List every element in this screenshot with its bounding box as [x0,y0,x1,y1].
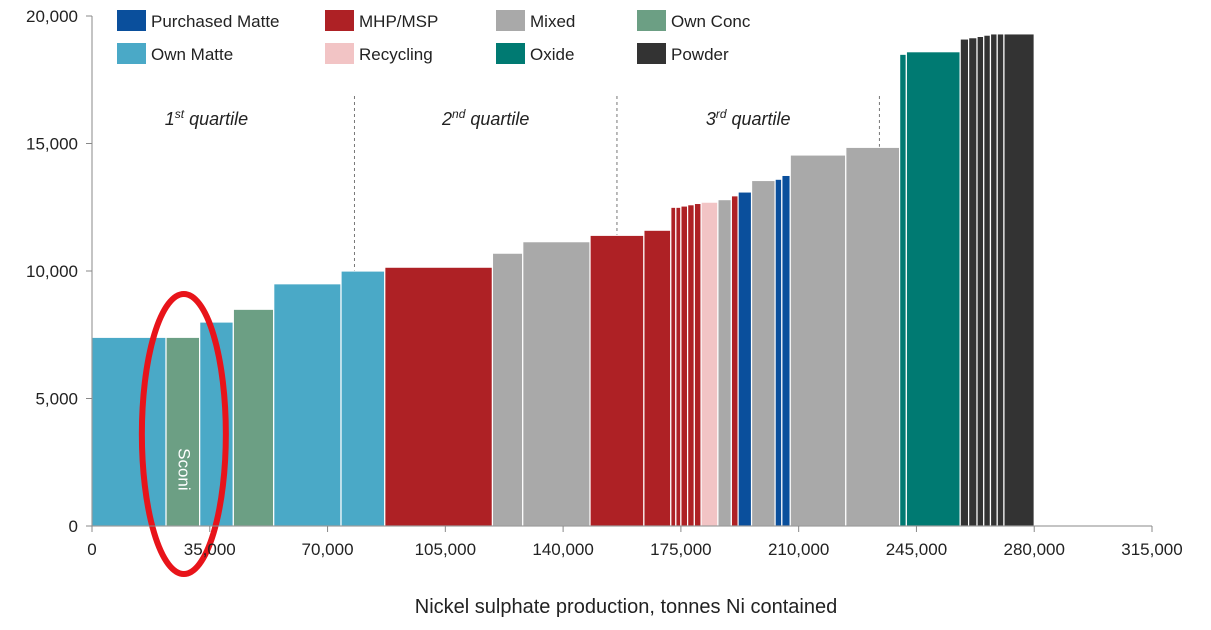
y-tick-label: 0 [69,517,78,536]
bar-powder [996,33,1005,527]
bar-purchased-matte [737,191,753,527]
bar-powder [968,37,978,527]
bar-mixed [845,146,901,527]
legend-label: Oxide [530,45,574,64]
highlight-ellipse-shape [138,291,229,577]
bar-mhp-msp [730,195,739,527]
quartile-dividers: 1st quartile 2nd quartile 3rd quartile [165,96,880,526]
bar-mhp-msp [589,234,645,527]
legend-label: Purchased Matte [151,12,280,31]
bar-mixed [750,179,776,527]
legend-label: Own Matte [151,45,233,64]
bar-mhp-msp [693,202,702,527]
bar-mhp-msp [643,229,672,527]
legend-swatch-mixed [496,10,525,31]
bar-powder [976,35,985,527]
y-tick-label: 5,000 [35,390,78,409]
x-tick-label: 175,000 [650,540,711,559]
quartile-label: 3rd quartile [706,107,791,129]
bar-own-matte [340,270,386,527]
bar-own-matte [273,283,342,527]
x-tick-label: 35,000 [184,540,236,559]
bar-powder [989,33,998,527]
x-tick-label: 210,000 [768,540,829,559]
legend-swatch-own-conc [637,10,666,31]
bar-mhp-msp [670,206,677,527]
bars: Sconi [91,33,1035,527]
legend-swatch-powder [637,43,666,64]
x-tick-label: 70,000 [302,540,354,559]
bar-mhp-msp [675,206,682,527]
legend-swatch-own-matte [117,43,146,64]
legend-swatch-oxide [496,43,525,64]
legend-label: Recycling [359,45,433,64]
quartile-label: 2nd quartile [441,107,529,129]
x-tick-label: 245,000 [886,540,947,559]
legend-swatch-recycling [325,43,354,64]
bar-mhp-msp [687,204,695,527]
x-tick-label: 280,000 [1003,540,1064,559]
bar-own-matte [91,336,167,527]
legend-swatch-purchased-matte [117,10,146,31]
y-tick-label: 10,000 [26,262,78,281]
x-tick-label: 0 [87,540,96,559]
bar-own-conc [165,336,201,527]
bar-mhp-msp [384,266,494,527]
bar-mixed [522,241,591,527]
bar-own-conc [232,308,275,527]
bar-purchased-matte [781,174,791,527]
bar-mixed [491,252,524,527]
bar-oxide [899,53,907,527]
bar-oxide [905,51,961,527]
bar-powder [959,38,970,527]
axes: 0 5,000 10,000 15,000 20,000 0 35,000 70,000 105… [26,7,1183,559]
highlight-ellipse [138,291,229,577]
legend-swatch-mhp-msp [325,10,354,31]
quartile-label: 1st quartile [165,107,248,129]
x-tick-label: 140,000 [532,540,593,559]
x-axis-label: Nickel sulphate production, tonnes Ni co… [415,596,837,618]
legend-label: Own Conc [671,12,751,31]
legend: Purchased Matte MHP/MSP Mixed Own Conc Own M… [117,10,751,64]
bar-recycling [700,201,719,527]
y-tick-label: 20,000 [26,7,78,26]
y-tick-label: 15,000 [26,135,78,154]
bar-powder [1003,33,1035,527]
bar-powder [983,34,992,527]
bar-mixed [717,199,732,527]
x-tick-label: 315,000 [1121,540,1182,559]
x-tick-label: 105,000 [415,540,476,559]
legend-label: MHP/MSP [359,12,438,31]
bar-mhp-msp [680,205,689,527]
legend-label: Mixed [530,12,575,31]
bar-data-label: Sconi [174,448,193,491]
bar-mixed [789,154,847,527]
bar-purchased-matte [774,178,783,527]
legend-label: Powder [671,45,729,64]
